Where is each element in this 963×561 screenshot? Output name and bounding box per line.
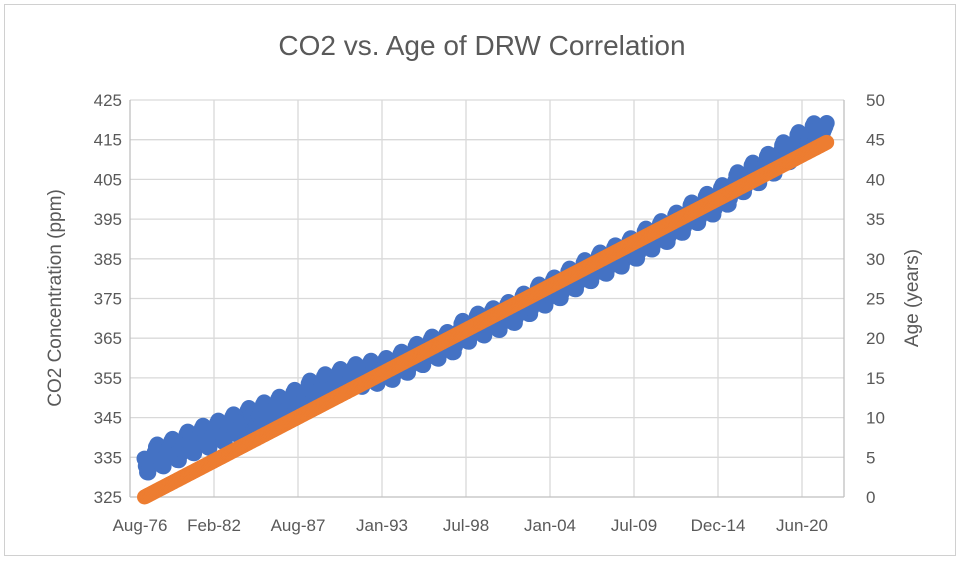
axes	[129, 100, 845, 498]
y-tick-label: 405	[94, 170, 122, 189]
y-axis-label: CO2 Concentration (ppm)	[45, 189, 66, 407]
x-tick-label: Jul-09	[611, 516, 657, 535]
y-tick-label: 335	[94, 448, 122, 467]
chart-title: CO2 vs. Age of DRW Correlation	[278, 30, 685, 61]
x-tick-label: Dec-14	[691, 516, 746, 535]
co2-point	[818, 115, 835, 132]
series-age	[137, 134, 835, 505]
x-tick-label: Jan-04	[524, 516, 576, 535]
y2-tick-label: 30	[866, 250, 885, 269]
y2-tick-label: 10	[866, 409, 885, 428]
gridlines	[130, 99, 844, 497]
y2-axis-label: Age (years)	[902, 249, 923, 347]
x-tick-label: Jul-98	[443, 516, 489, 535]
age-point	[819, 134, 835, 150]
x-tick-label: Aug-76	[113, 516, 168, 535]
x-tick-label: Jun-20	[776, 516, 828, 535]
x-tick-label: Feb-82	[187, 516, 241, 535]
y-tick-label: 395	[94, 210, 122, 229]
y2-tick-label: 25	[866, 290, 885, 309]
y2-tick-label: 20	[866, 329, 885, 348]
y2-tick-label: 35	[866, 210, 885, 229]
y2-tick-label: 40	[866, 170, 885, 189]
chart-frame	[4, 4, 956, 556]
x-tick-label: Aug-87	[271, 516, 326, 535]
y2-tick-label: 15	[866, 369, 885, 388]
y-tick-label: 385	[94, 250, 122, 269]
y2-tick-label: 5	[866, 448, 875, 467]
tick-labels: 325 335 345 355 365 375 385 395 405 415 425 0 5 10 15 2…	[94, 91, 885, 535]
y-tick-label: 425	[94, 91, 122, 110]
y-tick-label: 345	[94, 409, 122, 428]
y2-tick-label: 0	[866, 488, 875, 507]
y-tick-label: 365	[94, 329, 122, 348]
y-tick-label: 355	[94, 369, 122, 388]
y2-tick-label: 50	[866, 91, 885, 110]
y-tick-label: 375	[94, 290, 122, 309]
x-tick-label: Jan-93	[356, 516, 408, 535]
series-co2	[136, 115, 835, 481]
y2-tick-label: 45	[866, 131, 885, 150]
y-tick-label: 325	[94, 488, 122, 507]
y-tick-label: 415	[94, 131, 122, 150]
